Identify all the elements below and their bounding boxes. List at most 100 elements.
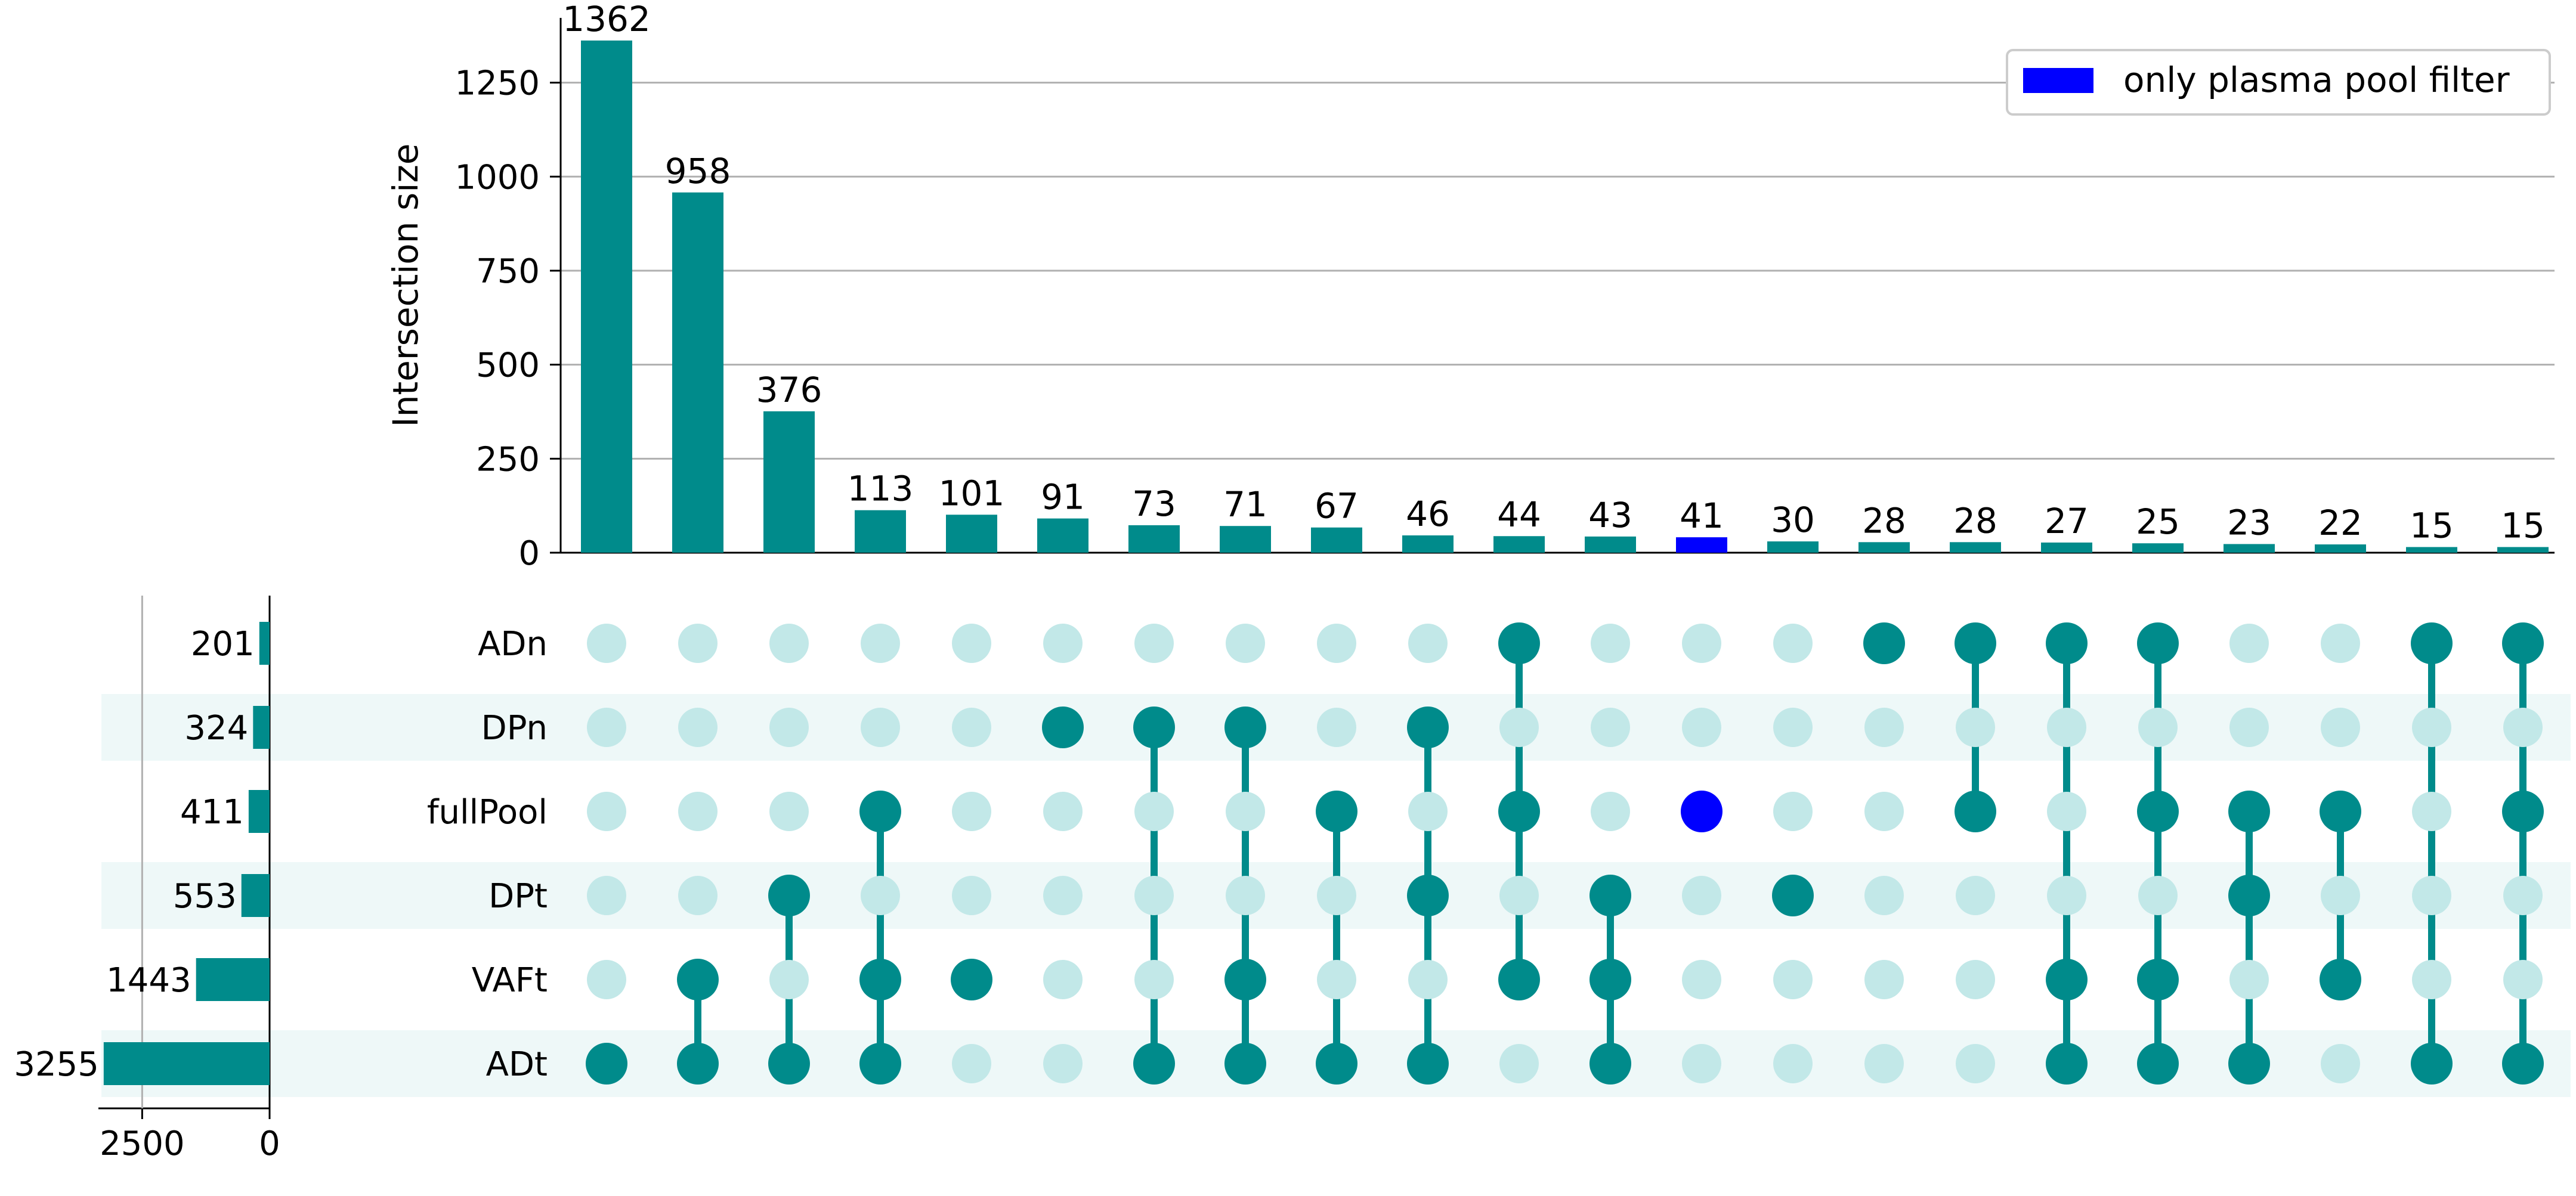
matrix-dot-active-7-DPn xyxy=(1133,707,1175,748)
matrix-dot-inactive-8-DPt xyxy=(1226,876,1265,915)
membership-matrix xyxy=(586,622,2544,1085)
matrix-dot-active-13-fullPool xyxy=(1681,791,1723,832)
matrix-dot-active-14-DPt xyxy=(1772,875,1814,916)
matrix-dot-inactive-2-DPt xyxy=(678,876,718,915)
matrix-dot-inactive-6-VAFt xyxy=(1043,960,1083,999)
intersection-value-17: 27 xyxy=(2045,501,2089,541)
intersection-value-1: 1362 xyxy=(562,0,651,39)
intersection-value-19: 23 xyxy=(2227,502,2271,543)
set-size-value-DPn: 324 xyxy=(184,709,248,748)
matrix-dot-inactive-5-ADn xyxy=(952,624,991,663)
matrix-dot-active-10-DPt xyxy=(1407,875,1449,916)
matrix-dot-inactive-12-DPn xyxy=(1591,708,1630,747)
matrix-dot-inactive-15-fullPool xyxy=(1864,792,1904,831)
matrix-dot-inactive-21-fullPool xyxy=(2412,792,2451,831)
y-axis-title: Intersection size xyxy=(385,144,426,427)
intersection-value-10: 46 xyxy=(1406,494,1450,534)
matrix-dot-inactive-1-DPn xyxy=(587,708,626,747)
matrix-dot-inactive-1-ADn xyxy=(587,624,626,663)
matrix-dot-inactive-12-fullPool xyxy=(1591,792,1630,831)
intersection-bar-4 xyxy=(855,510,906,553)
intersection-bar-19 xyxy=(2224,544,2275,553)
matrix-dot-inactive-3-DPn xyxy=(769,708,809,747)
matrix-dot-active-2-ADt xyxy=(677,1043,719,1085)
matrix-dot-inactive-8-ADn xyxy=(1226,624,1265,663)
intersection-value-4: 113 xyxy=(848,469,914,509)
matrix-dot-inactive-9-DPn xyxy=(1317,708,1356,747)
matrix-dot-inactive-2-ADn xyxy=(678,624,718,663)
intersection-value-16: 28 xyxy=(1953,500,1997,541)
matrix-dot-inactive-7-VAFt xyxy=(1134,960,1174,999)
y-tick-label-500: 500 xyxy=(476,346,540,385)
intersection-bar-11 xyxy=(1493,536,1545,553)
matrix-dot-active-4-fullPool xyxy=(859,791,901,832)
legend-swatch xyxy=(2023,68,2093,93)
set-size-value-ADn: 201 xyxy=(191,625,255,664)
matrix-dot-active-8-DPn xyxy=(1224,707,1266,748)
matrix-dot-inactive-5-DPn xyxy=(952,708,991,747)
matrix-dot-active-15-ADn xyxy=(1863,622,1905,664)
matrix-dot-active-12-VAFt xyxy=(1589,959,1631,1000)
matrix-dot-active-8-VAFt xyxy=(1224,959,1266,1000)
matrix-dot-active-20-fullPool xyxy=(2320,791,2361,832)
intersection-bar-20 xyxy=(2315,544,2366,553)
intersection-value-3: 376 xyxy=(756,370,822,410)
matrix-dot-inactive-3-ADn xyxy=(769,624,809,663)
matrix-dot-active-6-DPn xyxy=(1042,707,1084,748)
matrix-dot-inactive-1-DPt xyxy=(587,876,626,915)
matrix-dot-inactive-10-VAFt xyxy=(1408,960,1448,999)
intersection-value-8: 71 xyxy=(1223,484,1267,525)
matrix-dot-active-1-ADt xyxy=(586,1043,627,1085)
y-tick-label-750: 750 xyxy=(476,252,540,291)
matrix-dot-inactive-15-VAFt xyxy=(1864,960,1904,999)
set-label-VAFt: VAFt xyxy=(472,961,548,1000)
matrix-dot-inactive-3-fullPool xyxy=(769,792,809,831)
matrix-dot-inactive-7-ADn xyxy=(1134,624,1174,663)
matrix-dot-inactive-6-ADn xyxy=(1043,624,1083,663)
y-tick-label-250: 250 xyxy=(476,440,540,479)
matrix-dot-inactive-22-VAFt xyxy=(2503,960,2543,999)
matrix-dot-inactive-19-ADn xyxy=(2229,624,2269,663)
matrix-dot-inactive-7-DPt xyxy=(1134,876,1174,915)
matrix-dot-active-7-ADt xyxy=(1133,1043,1175,1085)
matrix-dot-inactive-19-VAFt xyxy=(2229,960,2269,999)
matrix-dot-inactive-11-DPt xyxy=(1499,876,1539,915)
set-size-bar-ADn xyxy=(259,622,270,665)
matrix-dot-inactive-3-VAFt xyxy=(769,960,809,999)
intersection-bar-14 xyxy=(1767,541,1819,553)
matrix-dot-inactive-14-ADt xyxy=(1773,1044,1813,1083)
set-size-value-ADt: 3255 xyxy=(14,1045,99,1084)
intersection-value-11: 44 xyxy=(1497,494,1541,535)
intersection-value-6: 91 xyxy=(1041,477,1085,518)
intersection-bar-5 xyxy=(946,515,997,553)
matrix-dot-inactive-4-ADn xyxy=(861,624,900,663)
matrix-dot-active-18-ADn xyxy=(2137,622,2179,664)
intersection-bar-12 xyxy=(1585,536,1636,553)
intersection-value-22: 15 xyxy=(2501,506,2545,546)
legend: only plasma pool filter xyxy=(2006,49,2551,116)
matrix-dot-inactive-6-fullPool xyxy=(1043,792,1083,831)
matrix-dot-inactive-4-DPt xyxy=(861,876,900,915)
set-tick-label-0: 0 xyxy=(259,1124,280,1163)
legend-label: only plasma pool filter xyxy=(2123,60,2510,100)
intersection-bars: 1362 958 376 113 101 91 73 71 67 46 44 43 41 30 28 28 27… xyxy=(562,0,2549,553)
matrix-dot-inactive-1-fullPool xyxy=(587,792,626,831)
matrix-dot-inactive-5-fullPool xyxy=(952,792,991,831)
matrix-dot-inactive-14-VAFt xyxy=(1773,960,1813,999)
set-size-bar-DPt xyxy=(241,874,270,917)
matrix-dot-active-12-ADt xyxy=(1589,1043,1631,1085)
intersection-value-12: 43 xyxy=(1588,495,1632,535)
matrix-dot-inactive-16-DPn xyxy=(1956,708,1995,747)
set-size-value-DPt: 553 xyxy=(173,877,237,916)
intersection-bar-6 xyxy=(1037,518,1088,553)
matrix-dot-inactive-2-fullPool xyxy=(678,792,718,831)
matrix-dot-inactive-17-DPn xyxy=(2047,708,2086,747)
matrix-dot-inactive-21-DPn xyxy=(2412,708,2451,747)
matrix-dot-active-17-ADn xyxy=(2046,622,2088,664)
matrix-dot-inactive-21-VAFt xyxy=(2412,960,2451,999)
matrix-dot-inactive-15-ADt xyxy=(1864,1044,1904,1083)
matrix-dot-active-18-VAFt xyxy=(2137,959,2179,1000)
matrix-dot-active-4-ADt xyxy=(859,1043,901,1085)
matrix-dot-inactive-16-VAFt xyxy=(1956,960,1995,999)
set-tick-label-2500: 2500 xyxy=(100,1124,185,1163)
